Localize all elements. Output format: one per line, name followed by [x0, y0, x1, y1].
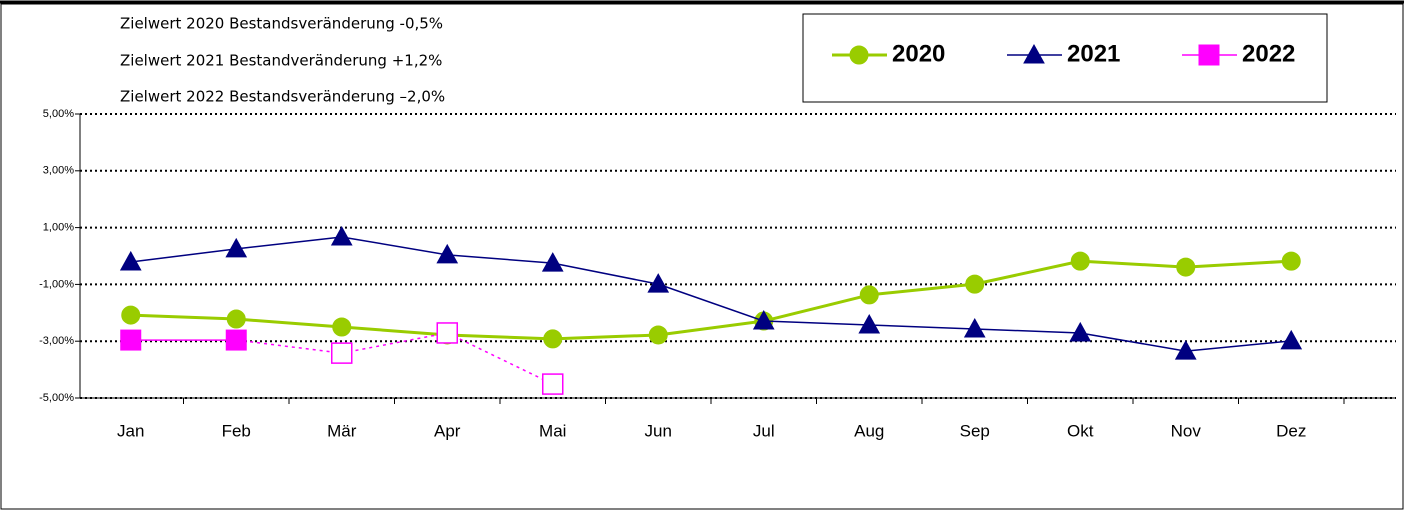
line-segment: [447, 254, 553, 264]
legend-label: 2022: [1242, 40, 1295, 67]
point: [1069, 321, 1092, 342]
point: [1176, 257, 1196, 277]
point: [120, 329, 142, 351]
line-segment: [552, 333, 659, 341]
point: [859, 285, 879, 305]
point: [647, 273, 670, 293]
point: [332, 317, 352, 337]
line-segment: [130, 248, 237, 263]
line-segment: [447, 333, 553, 341]
point: [1198, 44, 1220, 66]
point: [119, 250, 142, 271]
line-segment: [552, 262, 659, 285]
point: [1023, 43, 1045, 64]
point: [331, 342, 353, 364]
line-segment: [658, 319, 764, 337]
line-segment: [341, 236, 448, 256]
line-segment: [1080, 332, 1186, 352]
y-tick-label: 5,00%: [43, 108, 74, 120]
point: [965, 274, 985, 294]
y-tick-label: -3,00%: [39, 335, 74, 347]
line-segment: [446, 332, 554, 385]
line-segment: [974, 259, 1081, 286]
line-segment: [236, 317, 342, 329]
point: [225, 329, 247, 351]
y-tick-label: 1,00%: [43, 222, 74, 234]
point: [330, 225, 353, 246]
line-segment: [1185, 259, 1292, 269]
x-tick-label: Jul: [753, 421, 775, 440]
point: [1280, 329, 1303, 350]
point: [648, 325, 668, 345]
point: [226, 309, 246, 329]
annotation: Zielwert 2022 Bestandsveränderung –2,0%: [120, 88, 445, 106]
line-segment: [1185, 340, 1292, 352]
point: [963, 317, 986, 338]
line-segment: [763, 293, 870, 323]
frame: [0, 3, 1404, 510]
x-tick-label: Sep: [960, 421, 990, 440]
point: [542, 373, 564, 395]
x-tick-label: Apr: [434, 421, 461, 440]
line-segment: [974, 328, 1081, 334]
point: [543, 329, 563, 349]
line-segment: [236, 236, 342, 250]
x-tick-label: Aug: [854, 421, 884, 440]
x-tick-label: Mai: [539, 421, 566, 440]
line-segment: [869, 324, 975, 330]
point: [225, 237, 248, 258]
line-segment: [869, 282, 975, 297]
legend-label: 2020: [892, 40, 945, 67]
point: [1070, 251, 1090, 271]
line-segment: [658, 283, 764, 322]
x-tick-label: Mär: [327, 421, 357, 440]
x-tick-label: Dez: [1276, 421, 1306, 440]
annotation: Zielwert 2020 Bestandsveränderung -0,5%: [120, 15, 443, 33]
point: [121, 305, 141, 325]
y-tick-label: -1,00%: [39, 278, 74, 290]
x-tick-label: Nov: [1171, 421, 1202, 440]
legend-box: [802, 13, 1328, 103]
x-tick-label: Jan: [117, 421, 144, 440]
point: [1174, 340, 1197, 360]
point: [752, 310, 775, 330]
line-segment: [130, 313, 237, 321]
line-segment: [341, 332, 448, 354]
line-segment: [763, 320, 870, 326]
y-tick-label: 3,00%: [43, 165, 74, 177]
point: [541, 252, 564, 272]
point: [1281, 251, 1301, 271]
x-tick-label: Okt: [1067, 421, 1094, 440]
point: [849, 45, 869, 65]
legend-label: 2021: [1067, 40, 1120, 67]
point: [436, 322, 458, 344]
line-segment: [341, 325, 448, 337]
annotation: Zielwert 2021 Bestandveränderung +1,2%: [120, 52, 442, 70]
x-tick-label: Feb: [222, 421, 251, 440]
point: [858, 313, 881, 334]
y-tick-label: -5,00%: [39, 392, 74, 404]
x-tick-label: Jun: [645, 421, 672, 440]
line-segment: [1080, 259, 1186, 269]
point: [436, 243, 459, 264]
